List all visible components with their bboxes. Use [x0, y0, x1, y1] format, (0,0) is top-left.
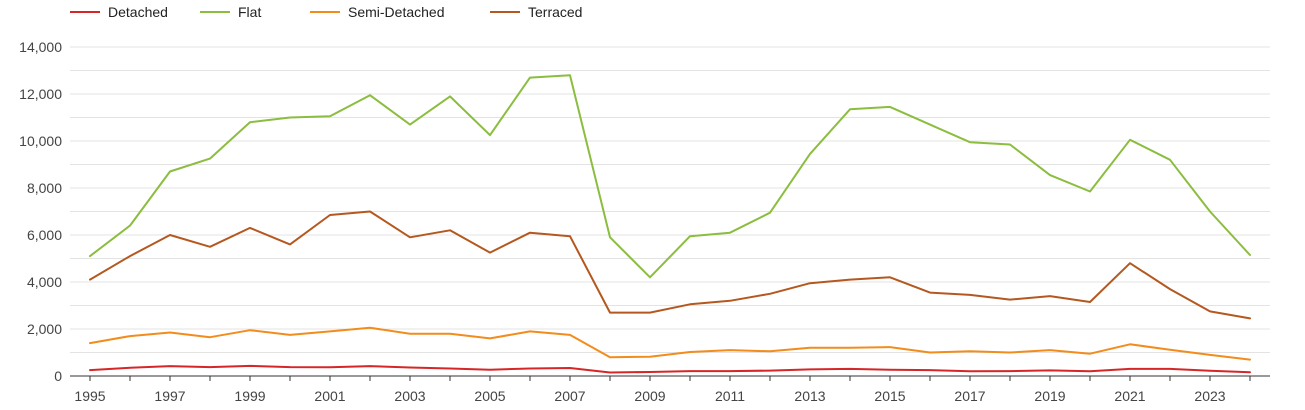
grid	[70, 46, 1270, 353]
legend-item-terraced[interactable]: Terraced	[490, 4, 582, 20]
x-tick-label: 2019	[1034, 388, 1065, 404]
legend-item-flat[interactable]: Flat	[200, 4, 261, 20]
x-tick-label: 2013	[794, 388, 825, 404]
series-group	[89, 74, 1251, 374]
x-tick-label: 1995	[74, 388, 105, 404]
x-tick-label: 2001	[314, 388, 345, 404]
x-tick-label: 2007	[554, 388, 585, 404]
y-axis: 0 2,000 4,000 6,000 8,000 10,000 12,000 14,000	[19, 39, 62, 384]
x-tick-label: 2015	[874, 388, 905, 404]
series-line-terraced	[89, 210, 1251, 320]
legend-label: Terraced	[528, 4, 582, 20]
legend-label: Semi-Detached	[348, 4, 445, 20]
x-tick-label: 1999	[234, 388, 265, 404]
legend-item-detached[interactable]: Detached	[70, 4, 168, 20]
legend-label: Flat	[238, 4, 261, 20]
x-tick-label: 1997	[154, 388, 185, 404]
series-line-semi-detached	[89, 326, 1251, 361]
series-line-flat	[89, 74, 1251, 279]
x-axis: 1995 1997 1999 2001 2003 2005 2007 2009 2011 2013…	[70, 375, 1270, 404]
y-tick-label: 14,000	[19, 39, 62, 55]
x-tick-label: 2005	[474, 388, 505, 404]
series-line-detached	[89, 364, 1251, 374]
x-tick-label: 2003	[394, 388, 425, 404]
y-tick-label: 10,000	[19, 133, 62, 149]
legend-item-semi-detached[interactable]: Semi-Detached	[310, 4, 445, 20]
y-tick-label: 4,000	[27, 274, 62, 290]
y-tick-label: 2,000	[27, 321, 62, 337]
x-tick-label: 2021	[1114, 388, 1145, 404]
y-tick-label: 12,000	[19, 86, 62, 102]
x-tick-label: 2023	[1194, 388, 1225, 404]
legend: Detached Flat Semi-Detached Terraced	[70, 4, 582, 20]
y-tick-label: 0	[54, 368, 62, 384]
y-tick-label: 6,000	[27, 227, 62, 243]
x-tick-label: 2009	[634, 388, 665, 404]
x-tick-label: 2011	[715, 388, 745, 404]
y-tick-label: 8,000	[27, 180, 62, 196]
legend-label: Detached	[108, 4, 168, 20]
x-tick-label: 2017	[954, 388, 985, 404]
